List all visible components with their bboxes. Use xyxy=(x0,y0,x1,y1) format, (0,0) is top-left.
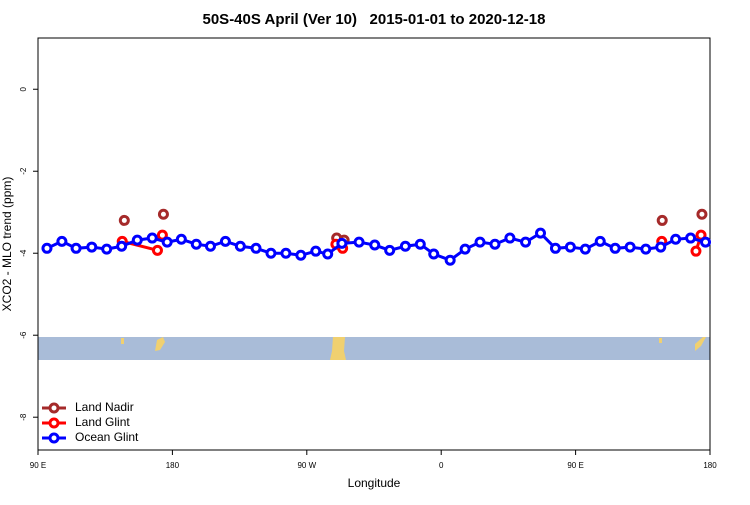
data-point xyxy=(579,243,591,255)
data-point xyxy=(204,240,216,252)
data-point xyxy=(322,248,334,260)
data-point xyxy=(549,242,561,254)
data-point xyxy=(56,235,68,247)
data-point xyxy=(151,244,163,256)
map-strip xyxy=(38,337,710,360)
data-point xyxy=(41,242,53,254)
data-point xyxy=(444,254,456,266)
data-point xyxy=(428,248,440,260)
data-point xyxy=(118,214,130,226)
y-tick-label: -4 xyxy=(19,249,28,257)
x-axis-label: Longitude xyxy=(348,476,401,490)
chart-title: 50S-40S April (Ver 10) 2015-01-01 to 202… xyxy=(203,11,546,28)
data-point xyxy=(535,227,547,239)
x-tick-label: 180 xyxy=(703,461,717,470)
data-point xyxy=(474,236,486,248)
data-point xyxy=(700,236,712,248)
data-point xyxy=(459,243,471,255)
data-point xyxy=(86,241,98,253)
data-point xyxy=(564,241,576,253)
data-point xyxy=(690,245,702,257)
data-point xyxy=(265,247,277,259)
data-point xyxy=(175,233,187,245)
y-tick-label: -6 xyxy=(19,331,28,339)
data-point xyxy=(520,236,532,248)
x-tick-label: 90 E xyxy=(30,461,46,470)
data-point xyxy=(131,234,143,246)
data-point xyxy=(157,208,169,220)
data-point xyxy=(656,214,668,226)
y-tick-label: 0 xyxy=(19,86,28,91)
data-point xyxy=(116,240,128,252)
y-tick-label: -8 xyxy=(19,413,28,421)
data-point xyxy=(399,240,411,252)
data-point xyxy=(161,236,173,248)
data-point xyxy=(219,235,231,247)
data-point xyxy=(624,241,636,253)
data-point xyxy=(280,247,292,259)
data-point xyxy=(504,232,516,244)
x-tick-label: 0 xyxy=(439,461,444,470)
legend-marker xyxy=(48,432,60,444)
data-point xyxy=(655,241,667,253)
data-point xyxy=(156,229,168,241)
data-point xyxy=(384,244,396,256)
data-point xyxy=(685,232,697,244)
data-point xyxy=(310,245,322,257)
data-point xyxy=(414,238,426,250)
legend-label: Land Glint xyxy=(75,415,130,429)
y-axis-label: XCO2 - MLO trend (ppm) xyxy=(0,177,14,312)
legend-label: Land Nadir xyxy=(75,400,134,414)
y-tick-label: -2 xyxy=(19,167,28,175)
data-point xyxy=(295,249,307,261)
legend-label: Ocean Glint xyxy=(75,430,139,444)
data-point xyxy=(609,242,621,254)
data-point xyxy=(190,238,202,250)
data-point xyxy=(70,242,82,254)
data-point xyxy=(489,238,501,250)
x-tick-label: 180 xyxy=(166,461,180,470)
data-point xyxy=(696,208,708,220)
data-point xyxy=(234,240,246,252)
legend-marker xyxy=(48,402,60,414)
data-point xyxy=(594,235,606,247)
x-tick-label: 90 W xyxy=(297,461,316,470)
data-point xyxy=(353,236,365,248)
data-point xyxy=(250,242,262,254)
data-point xyxy=(369,239,381,251)
data-point xyxy=(670,233,682,245)
data-point xyxy=(101,243,113,255)
data-point xyxy=(146,232,158,244)
legend-marker xyxy=(48,417,60,429)
data-point xyxy=(640,243,652,255)
x-tick-label: 90 E xyxy=(567,461,583,470)
data-point xyxy=(336,237,348,249)
